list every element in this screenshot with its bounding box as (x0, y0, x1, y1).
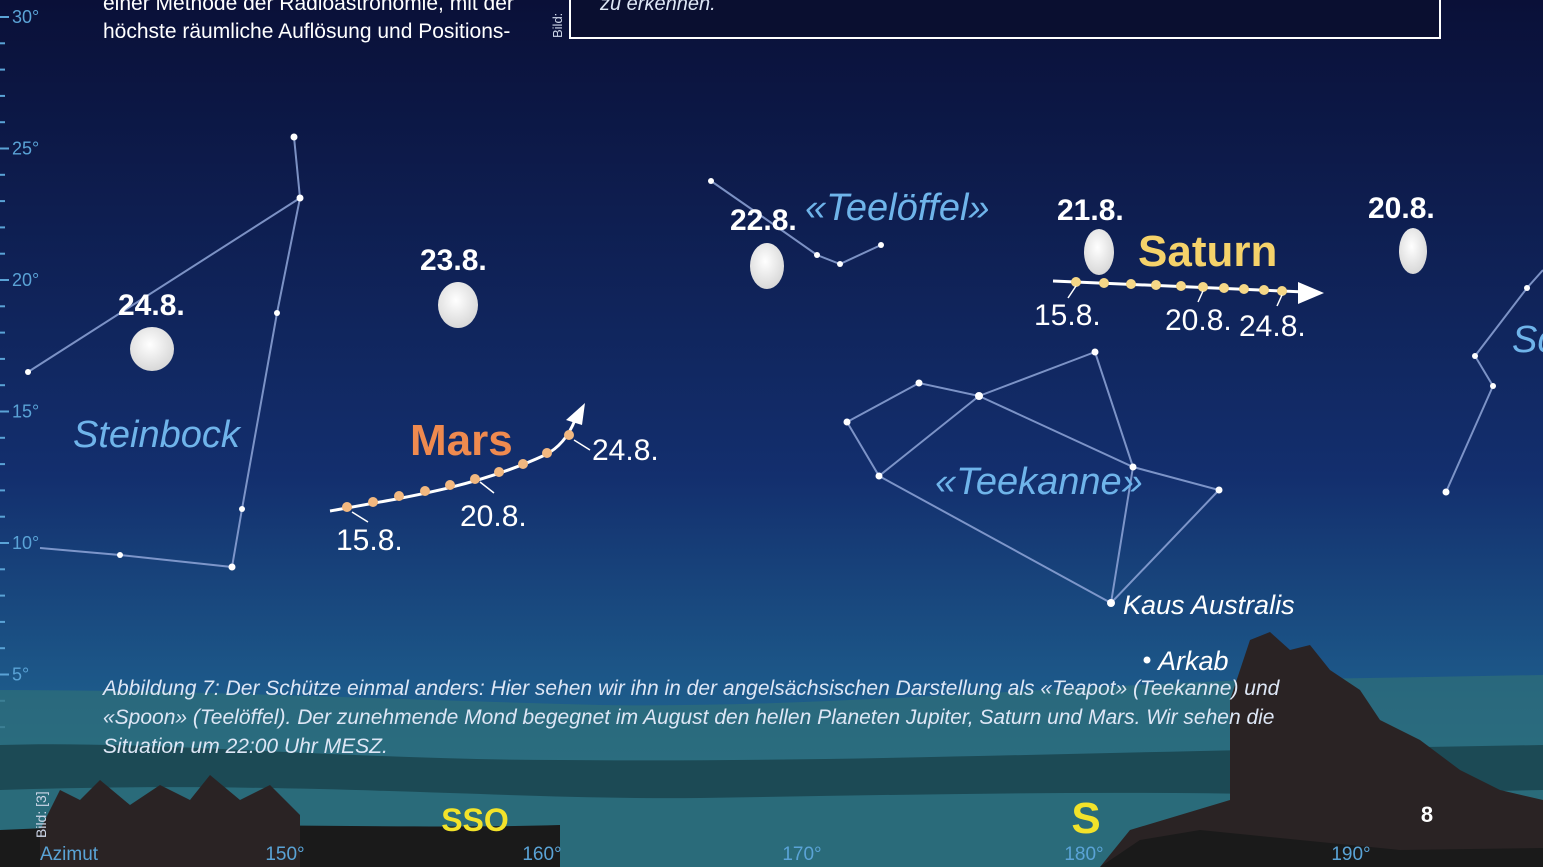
altitude-label: 30° (12, 7, 39, 27)
track-date: 20.8. (460, 500, 527, 533)
moon (1084, 229, 1114, 275)
azimuth-label: 180° (1064, 844, 1103, 865)
azimuth-label: 160° (522, 844, 561, 865)
moon-date: 23.8. (420, 244, 487, 277)
moon (750, 243, 784, 289)
credit: Bild: [3] (33, 791, 49, 838)
altitude-label: 10° (12, 533, 39, 553)
moon (1399, 228, 1427, 274)
star-name: Kaus Australis (1123, 590, 1295, 620)
inset: Bild: zu erkennen. (550, 0, 1440, 38)
direction: S (1071, 794, 1100, 843)
moon-date: 22.8. (730, 204, 797, 237)
planet-name: Mars (410, 416, 513, 465)
inset-credit: Bild: (550, 13, 565, 38)
planet-name: Saturn (1138, 227, 1277, 276)
caption-line: Abbildung 7: Der Schütze einmal anders: … (101, 677, 1281, 700)
caption-line: «Spoon» (Teelöffel). Der zunehmende Mond… (103, 706, 1275, 729)
altitude-label: 20° (12, 270, 39, 290)
sky-chart: einer Methode der Radioastronomie, mit d… (0, 0, 1543, 867)
inset-text: zu erkennen. (599, 0, 716, 15)
intro-line: einer Methode der Radioastronomie, mit d… (103, 0, 514, 15)
altitude-label: 15° (12, 402, 39, 422)
track-date: 24.8. (592, 434, 659, 467)
track-date: 15.8. (336, 524, 403, 557)
page-number: 8 (1421, 802, 1433, 827)
azimuth-title: Azimut (40, 844, 99, 865)
moon (130, 327, 174, 371)
track-date: 24.8. (1239, 310, 1306, 343)
intro-text: einer Methode der Radioastronomie, mit d… (103, 0, 514, 43)
intro-line: höchste räumliche Auflösung und Position… (103, 20, 510, 43)
moon-date: 24.8. (118, 289, 185, 322)
constellation-name: «Teekanne» (935, 461, 1143, 503)
azimuth-label: 170° (782, 844, 821, 865)
moon (438, 282, 478, 328)
azimuth-label: 150° (265, 844, 304, 865)
constellation-name: Sc (1512, 319, 1543, 361)
moon-date: 20.8. (1368, 192, 1435, 225)
track-date: 20.8. (1165, 304, 1232, 337)
azimuth-label: 190° (1331, 844, 1370, 865)
constellation-name: Steinbock (73, 414, 242, 456)
altitude-label: 25° (12, 139, 39, 159)
direction: SSO (441, 802, 509, 838)
constellation-name: «Teelöffel» (805, 187, 990, 229)
altitude-label: 5° (12, 665, 29, 685)
caption-line: Situation um 22:00 Uhr MESZ. (103, 735, 388, 758)
moon-date: 21.8. (1057, 194, 1124, 227)
track-date: 15.8. (1034, 299, 1101, 332)
star-name: Arkab (1156, 646, 1229, 676)
